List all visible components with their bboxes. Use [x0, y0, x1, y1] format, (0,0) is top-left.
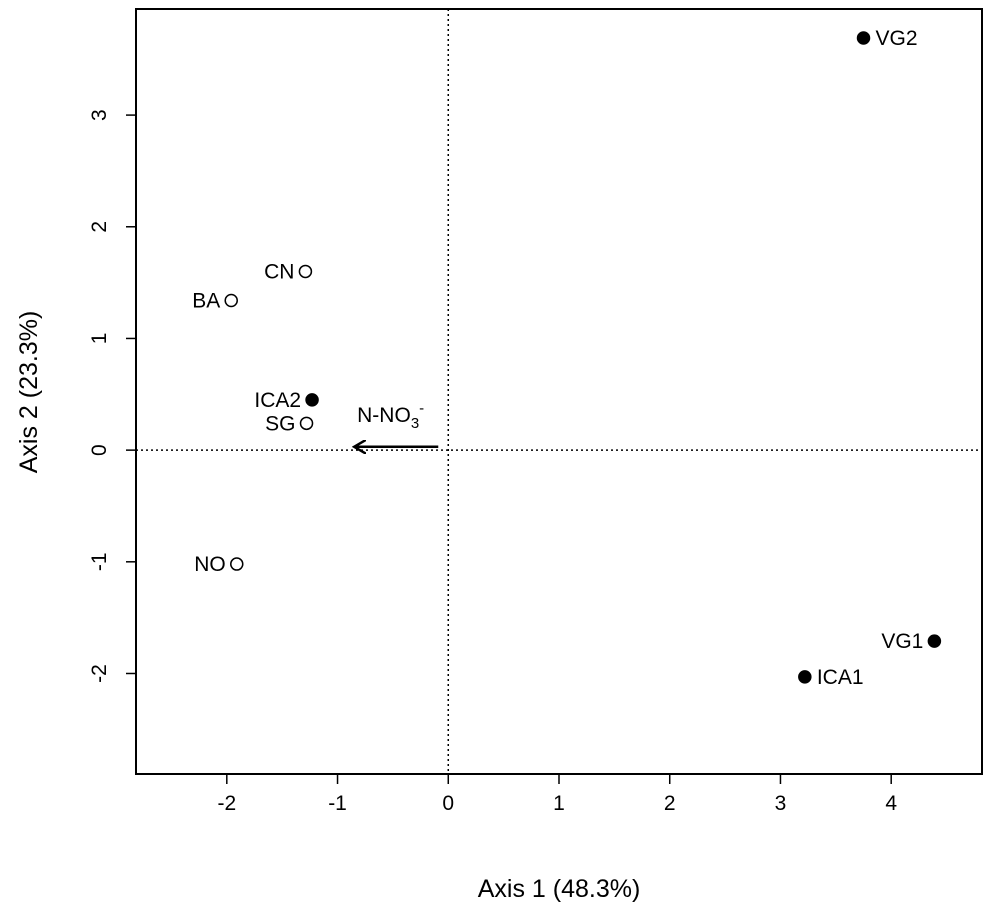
point-label-vg1: VG1: [881, 630, 923, 653]
x-tick-label: 2: [664, 792, 676, 815]
y-tick-label: 3: [88, 109, 111, 121]
x-tick-label: 4: [885, 792, 897, 815]
x-axis: -2 -1 0 1 2 3 4: [217, 774, 897, 815]
point-label-no: NO: [194, 553, 226, 576]
y-tick-label: 1: [88, 333, 111, 345]
point-marker-vg2: [856, 31, 871, 45]
reference-lines: [136, 9, 982, 774]
point-marker-ica1: [798, 670, 812, 684]
y-tick-label: -1: [88, 552, 111, 571]
x-tick-label: 3: [775, 792, 787, 815]
point-label-vg2: VG2: [876, 27, 918, 50]
y-axis: -2 -1 0 1 2 3: [88, 109, 136, 683]
y-tick-label: -2: [88, 664, 111, 683]
point-marker-ba: [224, 293, 238, 308]
x-tick-label: -1: [328, 792, 347, 815]
point-marker-cn: [298, 264, 313, 279]
point-marker-vg1: [927, 634, 942, 648]
x-tick-label: 0: [442, 792, 454, 815]
point-marker-ica2: [305, 393, 319, 407]
point-label-ica2: ICA2: [254, 389, 301, 412]
x-tick-label: -2: [217, 792, 236, 815]
point-label-ba: BA: [192, 289, 220, 312]
point-label-cn: CN: [264, 260, 294, 283]
y-tick-label: 2: [88, 221, 111, 233]
y-tick-label: 0: [88, 444, 111, 456]
point-marker-sg: [299, 416, 314, 431]
x-axis-title: Axis 1 (48.3%): [478, 875, 641, 903]
x-tick-label: 1: [553, 792, 565, 815]
point-marker-no: [230, 557, 244, 571]
vector-label: N-NO3-: [357, 400, 424, 432]
y-axis-title: Axis 2 (23.3%): [15, 311, 43, 474]
point-label-sg: SG: [265, 412, 295, 435]
point-label-ica1: ICA1: [817, 666, 864, 689]
vectors: N-NO3-: [354, 400, 439, 447]
